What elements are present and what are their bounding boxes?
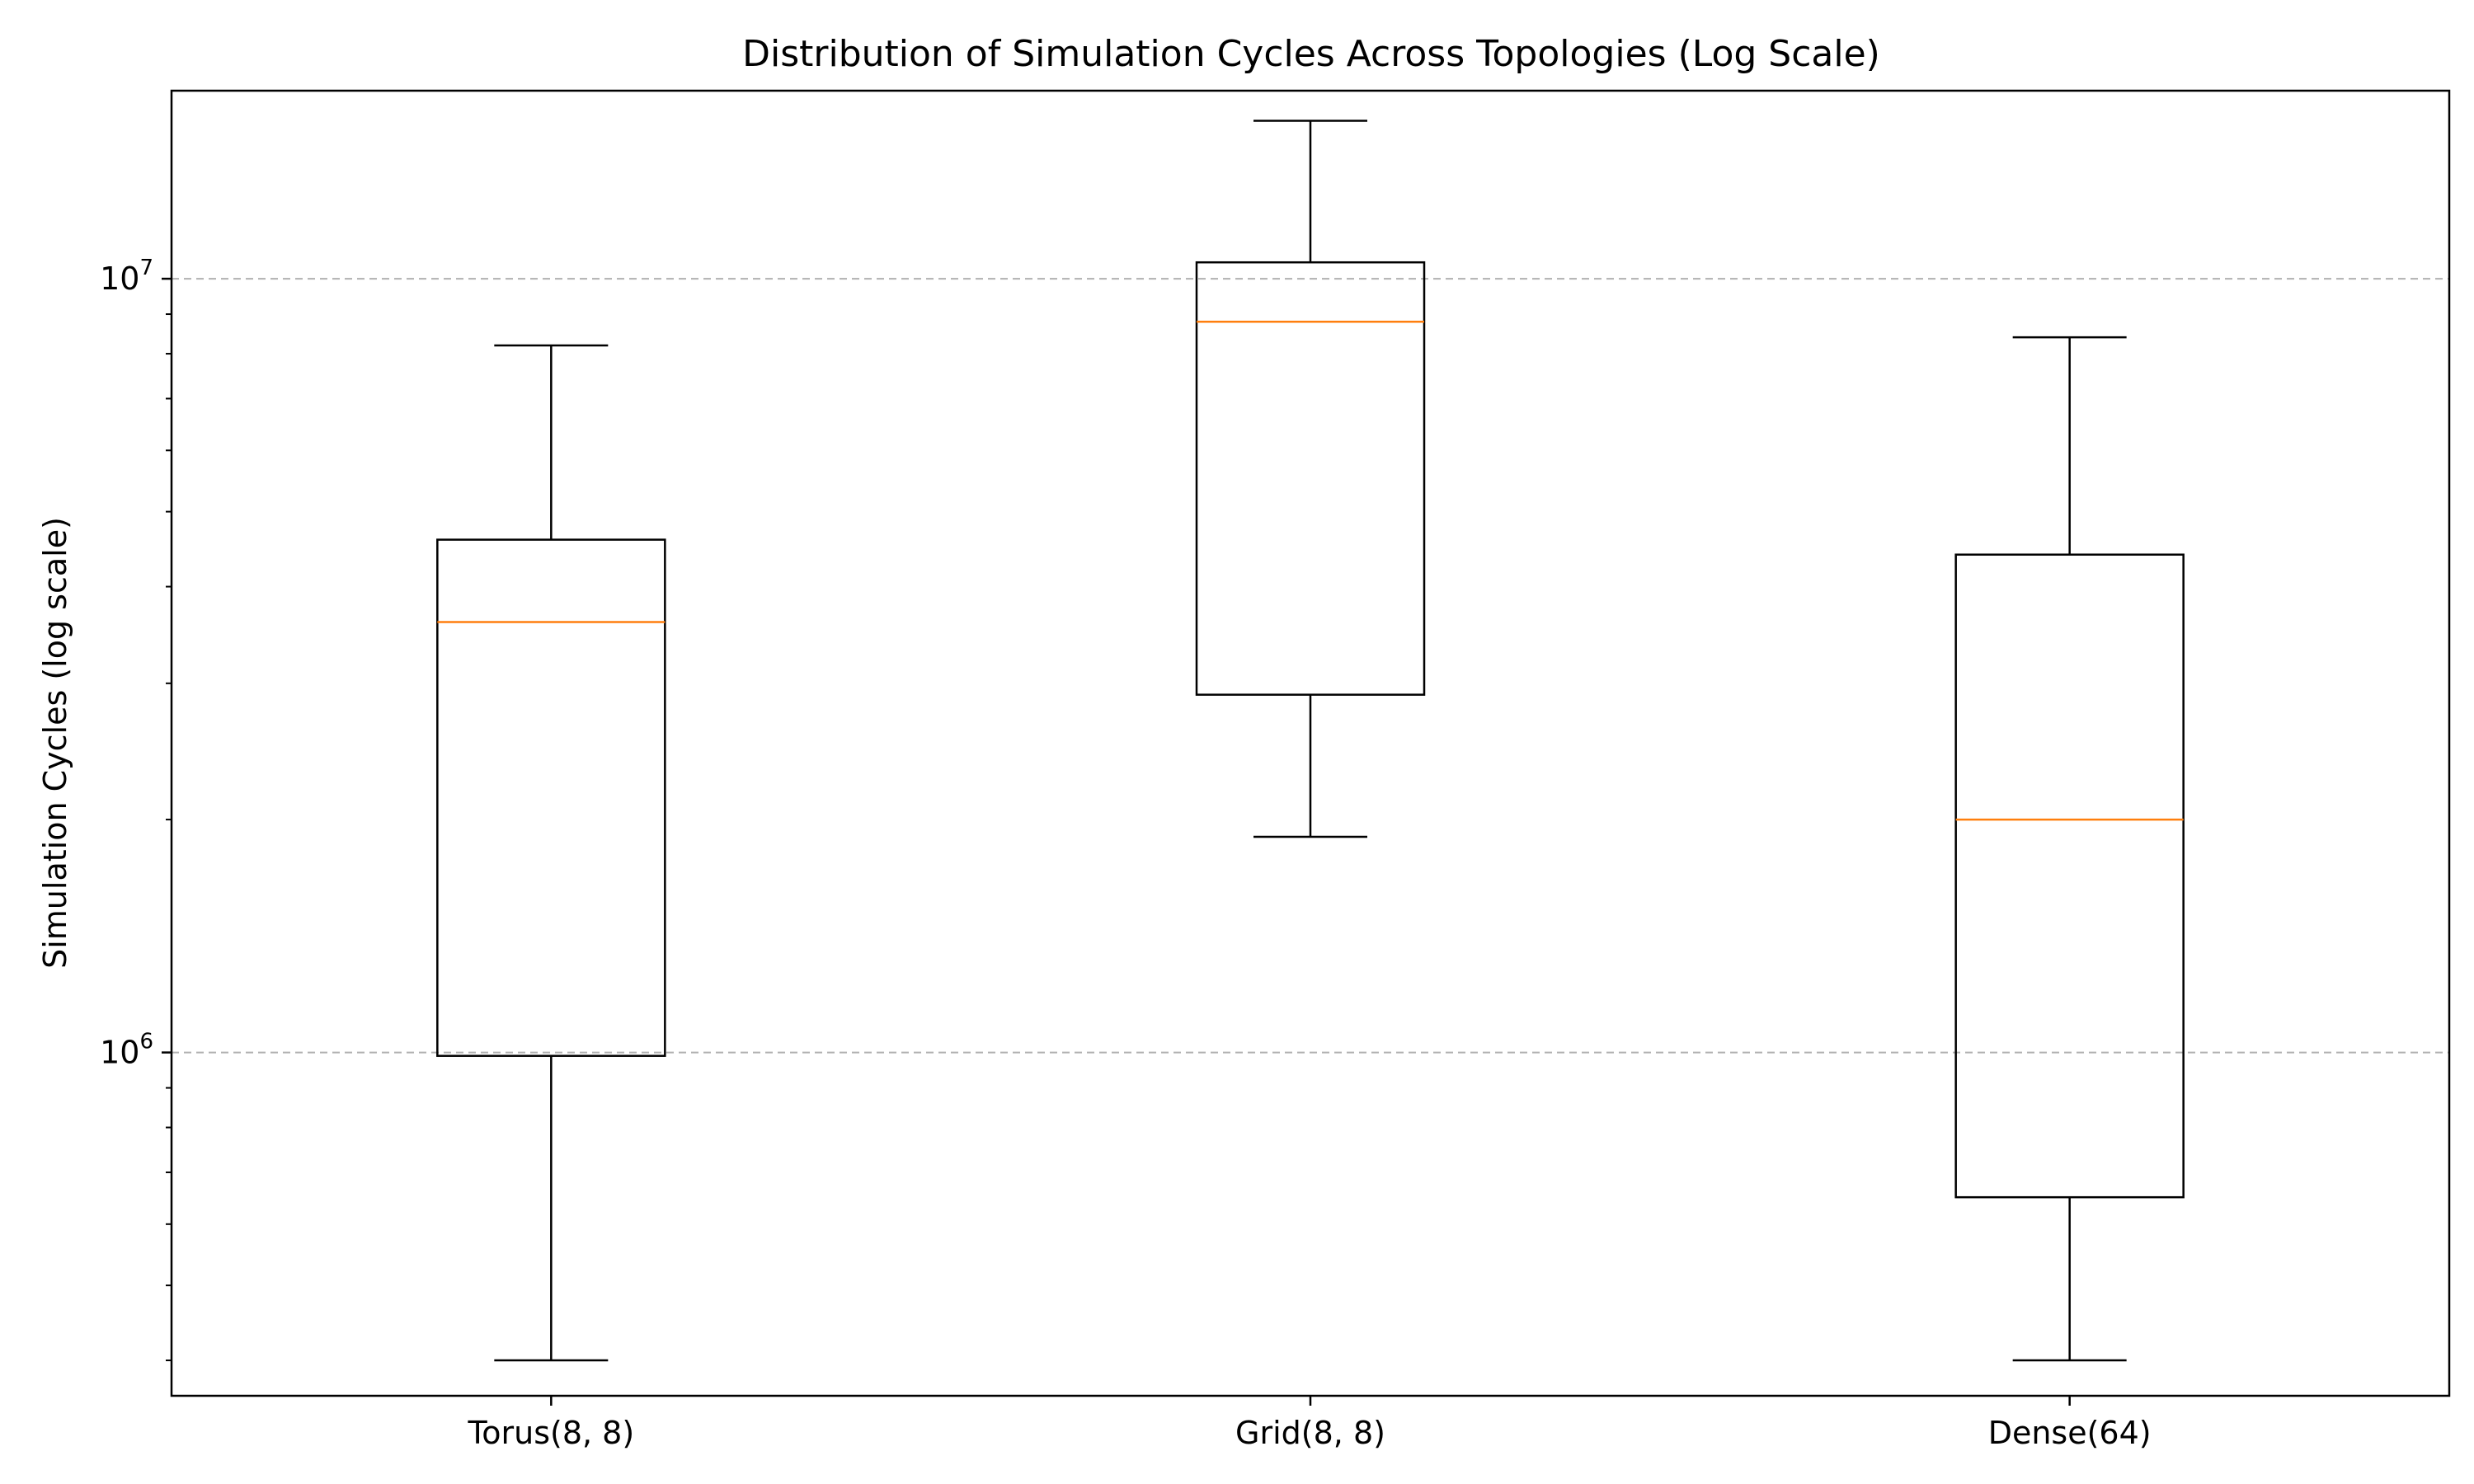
chart-title: Distribution of Simulation Cycles Across…: [742, 33, 1880, 75]
box-0: [436, 538, 666, 1057]
x-tick-label-2: Dense(64): [1988, 1415, 2152, 1451]
x-axis: Torus(8, 8) Grid(8, 8) Dense(64): [467, 1396, 2152, 1451]
box-layer: [436, 120, 2185, 1362]
x-tick-label-0: Torus(8, 8): [467, 1415, 634, 1451]
box-1: [1195, 261, 1426, 696]
box-group-1: [1195, 120, 1426, 838]
y-axis-label: Simulation Cycles (log scale): [37, 517, 73, 969]
grid-layer: [172, 278, 2449, 1054]
box-group-0: [436, 344, 666, 1362]
box-2: [1954, 553, 2185, 1199]
y-tick-label-1: 107: [100, 256, 153, 297]
y-axis: 106 107: [100, 256, 172, 1362]
y-tick-label-0: 106: [100, 1030, 153, 1071]
x-tick-label-1: Grid(8, 8): [1235, 1415, 1385, 1451]
box-group-2: [1954, 336, 2185, 1362]
